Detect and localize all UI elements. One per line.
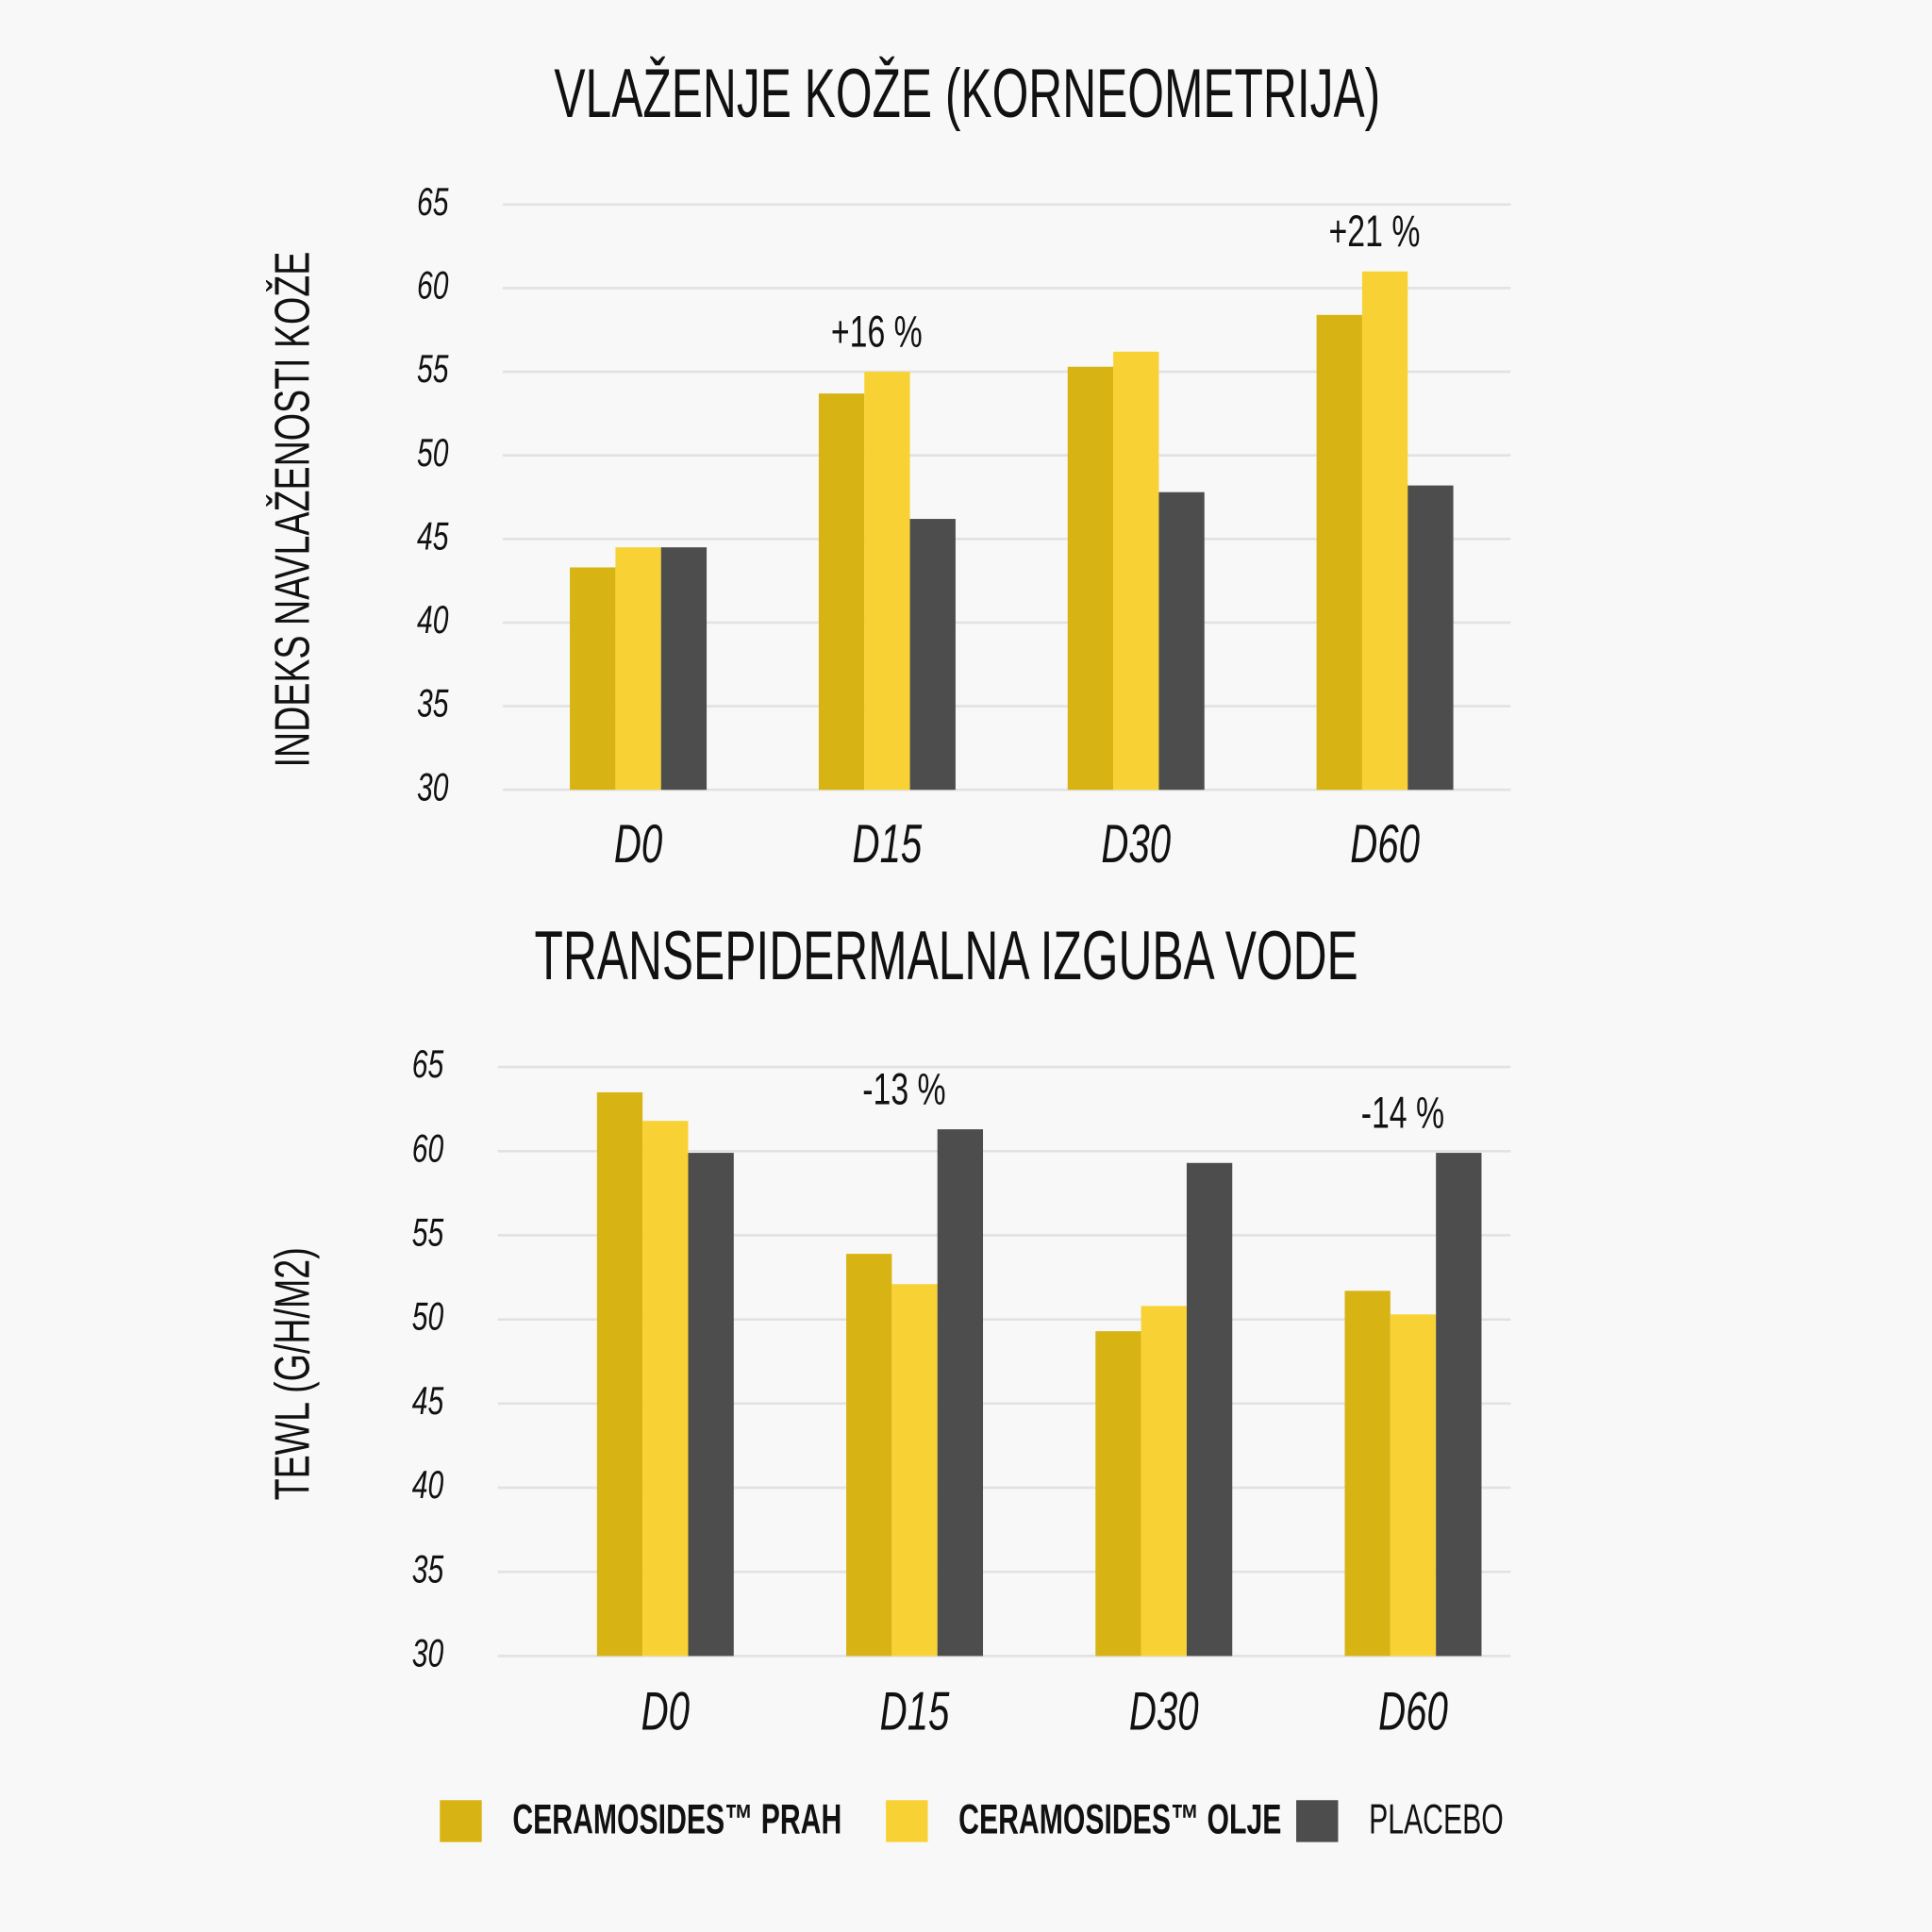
y-tick-label: 30 bbox=[417, 764, 448, 808]
bar bbox=[1158, 491, 1205, 791]
annotation: +16 % bbox=[831, 307, 923, 357]
y-tick-label: 40 bbox=[417, 597, 448, 641]
bar bbox=[1316, 314, 1362, 791]
bar bbox=[891, 1284, 938, 1657]
bar bbox=[818, 393, 865, 791]
legend-swatch bbox=[1296, 1800, 1339, 1842]
y-tick-label: 45 bbox=[417, 514, 449, 558]
x-tick-label: D30 bbox=[1129, 1680, 1199, 1741]
y-tick-label: 50 bbox=[412, 1294, 443, 1339]
bar bbox=[1186, 1162, 1233, 1657]
x-tick-label: D0 bbox=[614, 813, 663, 874]
y-tick-label: 55 bbox=[417, 346, 449, 391]
y-axis-label: INDEKS NAVLAŽENOSTI KOŽE bbox=[264, 252, 320, 768]
y-tick-label: 40 bbox=[412, 1462, 443, 1507]
bar bbox=[909, 519, 956, 791]
annotation: -14 % bbox=[1361, 1088, 1444, 1138]
annotation: +21 % bbox=[1329, 206, 1421, 256]
bar bbox=[688, 1153, 734, 1657]
y-tick-label: 65 bbox=[412, 1041, 444, 1086]
x-tick-label: D15 bbox=[880, 1680, 950, 1741]
bar bbox=[1141, 1306, 1187, 1657]
legend-label: CERAMOSIDES™ OLJE bbox=[958, 1797, 1281, 1843]
bar bbox=[1344, 1291, 1391, 1657]
y-tick-label: 55 bbox=[412, 1210, 444, 1255]
bar bbox=[864, 372, 910, 791]
bar bbox=[1113, 351, 1159, 791]
y-tick-label: 35 bbox=[412, 1546, 444, 1591]
x-tick-label: D30 bbox=[1101, 813, 1171, 874]
bar bbox=[846, 1254, 892, 1657]
y-tick-label: 60 bbox=[412, 1125, 443, 1170]
bar bbox=[1067, 366, 1114, 791]
bar bbox=[1436, 1153, 1482, 1657]
y-tick-label: 50 bbox=[417, 430, 448, 475]
y-tick-label: 30 bbox=[412, 1631, 443, 1675]
legend-swatch bbox=[886, 1800, 928, 1842]
legend-swatch bbox=[440, 1800, 482, 1842]
bar bbox=[1095, 1331, 1141, 1657]
bar bbox=[596, 1091, 643, 1657]
bar bbox=[570, 567, 616, 791]
chart-title: VLAŽENJE KOŽE (KORNEOMETRIJA) bbox=[554, 55, 1380, 132]
bar bbox=[660, 547, 708, 791]
annotation: -13 % bbox=[862, 1064, 945, 1114]
bar bbox=[937, 1129, 984, 1657]
x-tick-label: D0 bbox=[641, 1680, 691, 1741]
y-tick-label: 35 bbox=[417, 681, 449, 725]
bar bbox=[1361, 271, 1408, 791]
y-axis-label: TEWL (G/H/M2) bbox=[264, 1247, 320, 1500]
chart-title: TRANSEPIDERMALNA IZGUBA VODE bbox=[535, 918, 1358, 995]
bar bbox=[1407, 485, 1454, 791]
y-tick-label: 45 bbox=[412, 1378, 444, 1423]
bar bbox=[642, 1121, 689, 1657]
bar bbox=[615, 547, 661, 791]
bar bbox=[1390, 1314, 1437, 1657]
x-tick-label: D60 bbox=[1378, 1680, 1448, 1741]
x-tick-label: D60 bbox=[1350, 813, 1420, 874]
y-tick-label: 60 bbox=[417, 263, 448, 308]
legend-label: CERAMOSIDES™ PRAH bbox=[512, 1797, 841, 1843]
legend-label: PLACEBO bbox=[1369, 1797, 1504, 1843]
x-tick-label: D15 bbox=[853, 813, 923, 874]
y-tick-label: 65 bbox=[417, 179, 449, 224]
